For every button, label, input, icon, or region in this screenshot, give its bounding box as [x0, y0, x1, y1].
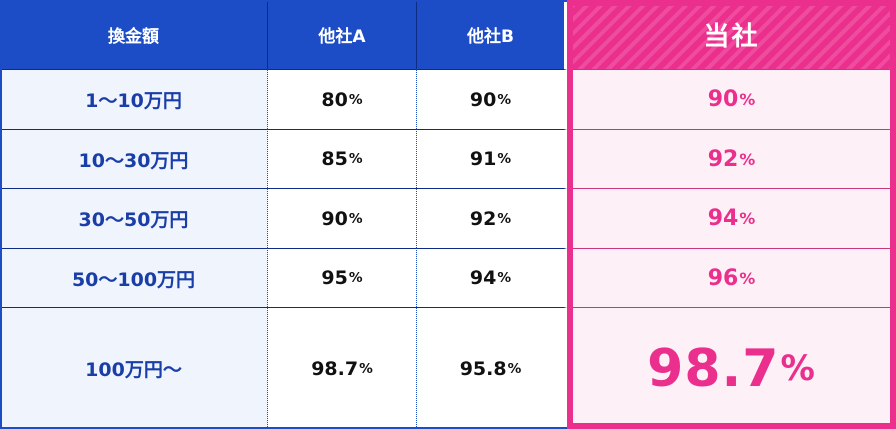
- rate-value: 91: [469, 148, 497, 170]
- rate-value: 95.8: [459, 357, 507, 380]
- rate-value: 90: [469, 88, 497, 111]
- rate-value: 94: [469, 267, 497, 289]
- header-company-a: 他社A: [268, 0, 417, 69]
- percent-unit: %: [507, 360, 522, 377]
- percent-unit: %: [359, 360, 373, 377]
- company-a-rate: 90%: [268, 188, 417, 248]
- rate-value: 92: [707, 146, 739, 172]
- percent-unit: %: [348, 91, 363, 108]
- row-range-label: 1〜10万円: [0, 69, 268, 129]
- our-rate: 94%: [567, 188, 896, 248]
- header-company-b: 他社B: [417, 0, 567, 69]
- header-our-company: 当社: [567, 0, 896, 69]
- percent-unit: %: [739, 90, 756, 109]
- percent-unit: %: [780, 348, 816, 389]
- percent-unit: %: [497, 151, 512, 167]
- rate-value: 96: [707, 265, 739, 291]
- percent-unit: %: [348, 151, 363, 167]
- company-b-rate: 94%: [417, 248, 567, 307]
- header-amount: 換金額: [0, 0, 268, 69]
- our-rate-highlight: 98.7%: [567, 307, 896, 429]
- company-b-rate: 95.8%: [417, 307, 567, 429]
- row-range-label: 30〜50万円: [0, 188, 268, 248]
- percent-unit: %: [739, 268, 756, 288]
- our-rate: 90%: [567, 69, 896, 129]
- row-range-label: 10〜30万円: [0, 129, 268, 188]
- percent-unit: %: [497, 91, 512, 108]
- company-a-rate: 80%: [268, 69, 417, 129]
- percent-unit: %: [739, 209, 756, 228]
- rate-value: 90: [321, 207, 348, 230]
- our-rate: 96%: [567, 248, 896, 307]
- company-a-rate: 95%: [268, 248, 417, 307]
- rate-value: 95: [321, 267, 348, 289]
- percent-unit: %: [497, 210, 512, 227]
- rate-value: 80: [321, 88, 348, 111]
- percent-unit: %: [497, 270, 512, 286]
- rate-value: 94: [707, 206, 739, 231]
- company-a-rate: 85%: [268, 129, 417, 188]
- company-b-rate: 92%: [417, 188, 567, 248]
- rate-value: 85: [321, 148, 348, 170]
- rate-value: 98.7: [311, 357, 359, 380]
- our-rate: 92%: [567, 129, 896, 188]
- rate-value: 92: [469, 207, 497, 230]
- percent-unit: %: [348, 270, 363, 286]
- company-b-rate: 90%: [417, 69, 567, 129]
- rate-value: 90: [707, 87, 739, 112]
- row-range-label: 100万円〜: [0, 307, 268, 429]
- company-a-rate: 98.7%: [268, 307, 417, 429]
- company-b-rate: 91%: [417, 129, 567, 188]
- row-range-label: 50〜100万円: [0, 248, 268, 307]
- percent-unit: %: [739, 149, 756, 169]
- percent-unit: %: [348, 210, 363, 227]
- rate-value: 98.7: [647, 338, 780, 399]
